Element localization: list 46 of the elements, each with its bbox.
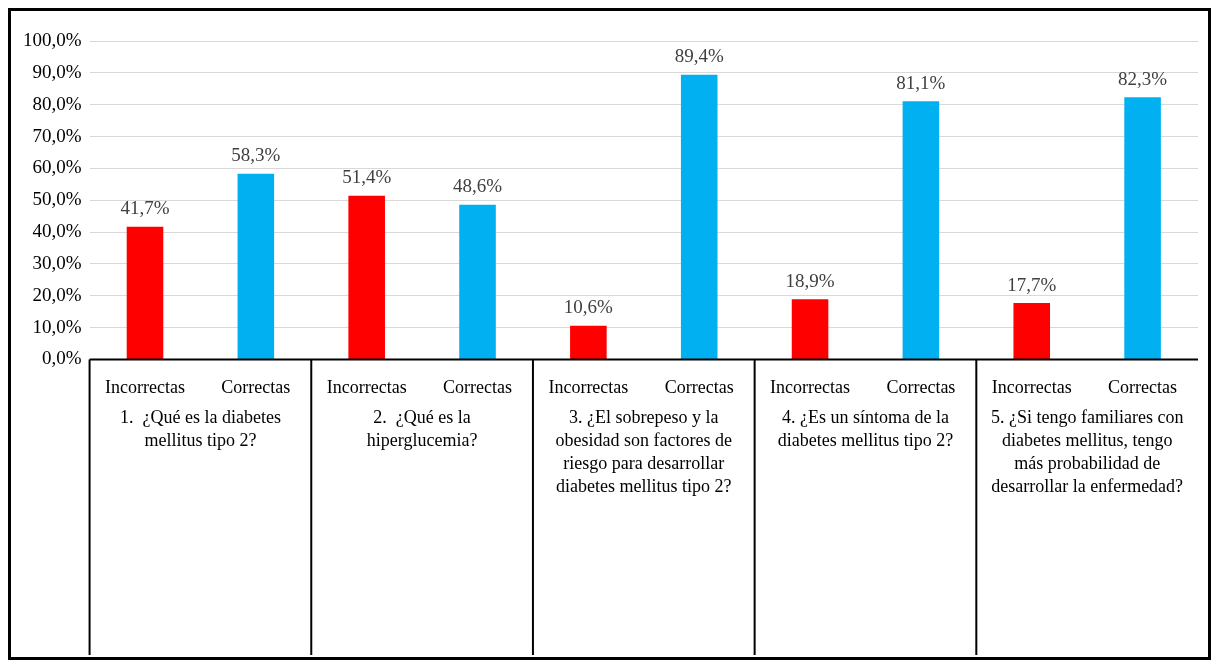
text: 5. ¿Si tengo familiares con diabetes mellitus, tengo más probabilidad de desarrollar la enfermedad? bbox=[990, 407, 1184, 497]
y-tick-label: 10,0% bbox=[32, 315, 82, 337]
data-label: 58,3% bbox=[231, 144, 281, 166]
y-tick-label: 60,0% bbox=[32, 156, 82, 178]
data-label: 18,9% bbox=[785, 269, 835, 291]
x-tick-label: Correctas bbox=[1108, 376, 1178, 397]
y-tick-label: 20,0% bbox=[32, 283, 82, 305]
text: 4. ¿Es un síntoma de la diabetes mellitus tipo 2? bbox=[777, 407, 954, 451]
text: 1. ¿Qué es la diabetes mellitus tipo 2? bbox=[119, 407, 281, 451]
y-tick-label: 70,0% bbox=[32, 124, 82, 146]
bar bbox=[237, 173, 275, 359]
bar bbox=[126, 226, 164, 359]
bar bbox=[348, 195, 385, 359]
y-tick-label: 0,0% bbox=[42, 347, 82, 369]
x-tick-label: Incorrectas bbox=[548, 376, 629, 397]
x-tick-label: Correctas bbox=[221, 376, 291, 397]
x-tick-label: Incorrectas bbox=[770, 376, 851, 397]
bar bbox=[459, 204, 496, 359]
data-label: 51,4% bbox=[342, 166, 392, 188]
y-tick-label: 30,0% bbox=[32, 251, 82, 273]
y-tick-label: 90,0% bbox=[32, 60, 82, 82]
y-tick-label: 100,0% bbox=[23, 28, 82, 50]
data-label: 81,1% bbox=[896, 71, 946, 93]
data-label: 17,7% bbox=[1007, 273, 1057, 295]
bar bbox=[570, 325, 607, 359]
text: 3. ¿El sobrepeso y la obesidad son factores de riesgo para desarrollar diabetes mellitus tipo 2? bbox=[555, 407, 733, 497]
x-tick-label: Incorrectas bbox=[991, 376, 1072, 397]
data-label: 10,6% bbox=[563, 296, 614, 318]
x-tick-label: Correctas bbox=[886, 376, 956, 397]
bar bbox=[791, 299, 829, 359]
bar bbox=[680, 74, 718, 359]
x-tick-label: Incorrectas bbox=[326, 376, 407, 397]
data-label: 82,3% bbox=[1118, 67, 1168, 89]
data-label: 89,4% bbox=[674, 45, 724, 67]
bar bbox=[902, 101, 940, 359]
bar bbox=[1124, 97, 1161, 359]
data-label: 48,6% bbox=[452, 175, 503, 197]
bar bbox=[1013, 303, 1051, 359]
y-tick-label: 50,0% bbox=[32, 188, 82, 210]
data-label: 41,7% bbox=[120, 197, 170, 219]
x-tick-label: Incorrectas bbox=[105, 376, 185, 397]
y-tick-label: 80,0% bbox=[32, 92, 82, 114]
text: 2. ¿Qué es la hiperglucemia? bbox=[366, 407, 478, 451]
x-tick-label: Correctas bbox=[443, 376, 513, 397]
x-tick-label: Correctas bbox=[664, 376, 734, 397]
y-tick-label: 40,0% bbox=[32, 220, 82, 242]
